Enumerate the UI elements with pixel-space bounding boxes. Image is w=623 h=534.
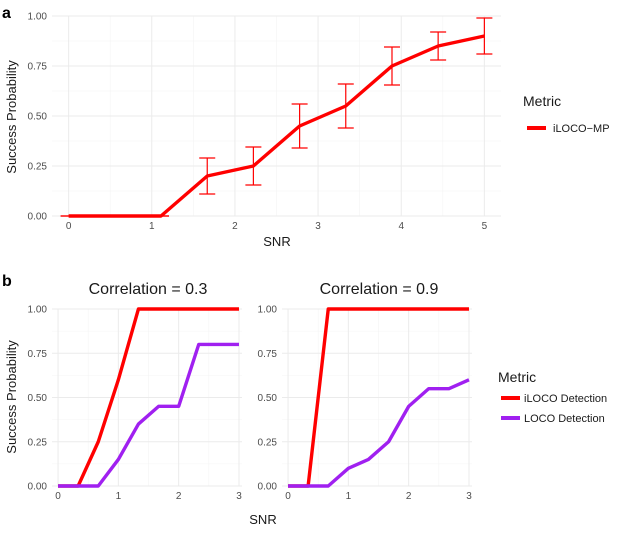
panel-a-y-tick-label: 0.25 bbox=[28, 162, 48, 173]
facet-1-y-tick-label: 1.00 bbox=[28, 305, 48, 316]
panel-b-legend-label-loco-detection: LOCO Detection bbox=[524, 413, 605, 425]
panel-a-error-bar bbox=[476, 17, 493, 55]
panel-a-error-bar bbox=[199, 157, 216, 195]
facet-2-y-tick-label: 0.75 bbox=[258, 349, 278, 360]
panel-a-x-tick-label: 3 bbox=[315, 221, 321, 232]
panel-a-error-bar bbox=[245, 146, 262, 186]
panel-a-x-tick-label: 1 bbox=[149, 221, 155, 232]
facet-2-y-tick-label: 1.00 bbox=[258, 305, 278, 316]
panel-b-letter: b bbox=[2, 273, 12, 290]
panel-a-x-tick-label: 5 bbox=[482, 221, 488, 232]
panel-a-legend-title: Metric bbox=[523, 93, 561, 109]
panel-a-y-tick-label: 0.00 bbox=[28, 212, 48, 223]
panel-b-xlabel: SNR bbox=[249, 512, 276, 527]
panel-a-ylabel: Success Probability bbox=[4, 60, 19, 174]
panel-b-legend-title: Metric bbox=[498, 369, 536, 385]
panel-a-y-tick-label: 1.00 bbox=[28, 12, 48, 23]
facet-2-x-tick-label: 3 bbox=[466, 491, 472, 502]
panel-a-y-tick-label: 0.75 bbox=[28, 62, 48, 73]
facet-1-marks bbox=[58, 307, 239, 488]
panel-b: b Correlation = 0.3 Correlation = 0.9 0 1… bbox=[2, 273, 607, 527]
panel-a-marks bbox=[60, 17, 493, 218]
facet-1-series-line-iloco-detection bbox=[58, 307, 239, 488]
panel-a-series-line-iloco-mp bbox=[68, 34, 485, 218]
panel-a-xlabel: SNR bbox=[263, 234, 290, 249]
facet-1-x-tick-label: 2 bbox=[176, 491, 182, 502]
facet-2-x-tick-label: 0 bbox=[285, 491, 291, 502]
panel-a-x-tick-label: 4 bbox=[398, 221, 404, 232]
panel-b-legend-label-iloco-detection: iLOCO Detection bbox=[524, 393, 607, 405]
facet-1-x-tick-label: 3 bbox=[236, 491, 242, 502]
facet-1-y-tick-label: 0.00 bbox=[28, 482, 48, 493]
panel-a-legend-label-iloco-mp: iLOCO−MP bbox=[553, 123, 610, 135]
facet-2-x-tick-label: 2 bbox=[406, 491, 412, 502]
panel-a: a 0 1 2 3 4 5 0.00 0.25 0.50 0.75 1.00 SNR Success… bbox=[2, 5, 610, 249]
facet-1-y-tick-label: 0.75 bbox=[28, 349, 48, 360]
facet-2-marks bbox=[288, 307, 470, 488]
panel-a-error-bar bbox=[430, 31, 447, 61]
panel-a-letter: a bbox=[2, 5, 11, 22]
facet-1-x-tick-label: 1 bbox=[116, 491, 122, 502]
facet-2-x-tick-label: 1 bbox=[346, 491, 352, 502]
facet-2-y-tick-label: 0.25 bbox=[258, 437, 278, 448]
panel-a-error-bar bbox=[291, 103, 308, 149]
facet-2-series-line-iloco-detection bbox=[288, 307, 469, 488]
facet-1-grid bbox=[52, 308, 242, 487]
facet-1-y-tick-label: 0.25 bbox=[28, 437, 48, 448]
facet-title-correlation-0-9: Correlation = 0.9 bbox=[320, 281, 439, 298]
facet-2-ticks: 0 1 2 3 0.00 0.25 0.50 0.75 1.00 bbox=[258, 305, 473, 503]
panel-a-grid bbox=[52, 15, 501, 217]
facet-1-y-tick-label: 0.50 bbox=[28, 393, 48, 404]
panel-b-legend: Metric iLOCO Detection LOCO Detection bbox=[498, 369, 607, 425]
facet-2-y-tick-label: 0.50 bbox=[258, 393, 278, 404]
panel-a-y-tick-label: 0.50 bbox=[28, 112, 48, 123]
panel-a-error-bar bbox=[337, 83, 354, 129]
panel-b-ylabel: Success Probability bbox=[4, 340, 19, 454]
facet-2-y-tick-label: 0.00 bbox=[258, 482, 278, 493]
panel-a-x-tick-label: 2 bbox=[232, 221, 238, 232]
facet-1-series-line-loco-detection bbox=[58, 342, 239, 488]
facet-1-x-tick-label: 0 bbox=[55, 491, 61, 502]
panel-a-ticks: 0 1 2 3 4 5 0.00 0.25 0.50 0.75 1.00 bbox=[28, 12, 488, 233]
facet-1-ticks: 0 1 2 3 0.00 0.25 0.50 0.75 1.00 bbox=[28, 305, 243, 503]
facet-title-correlation-0-3: Correlation = 0.3 bbox=[89, 281, 208, 298]
panel-a-legend: Metric iLOCO−MP bbox=[523, 93, 610, 135]
facet-2-series-line-loco-detection bbox=[288, 378, 470, 488]
panel-a-error-bar bbox=[383, 46, 400, 86]
panel-a-x-tick-label: 0 bbox=[66, 221, 72, 232]
